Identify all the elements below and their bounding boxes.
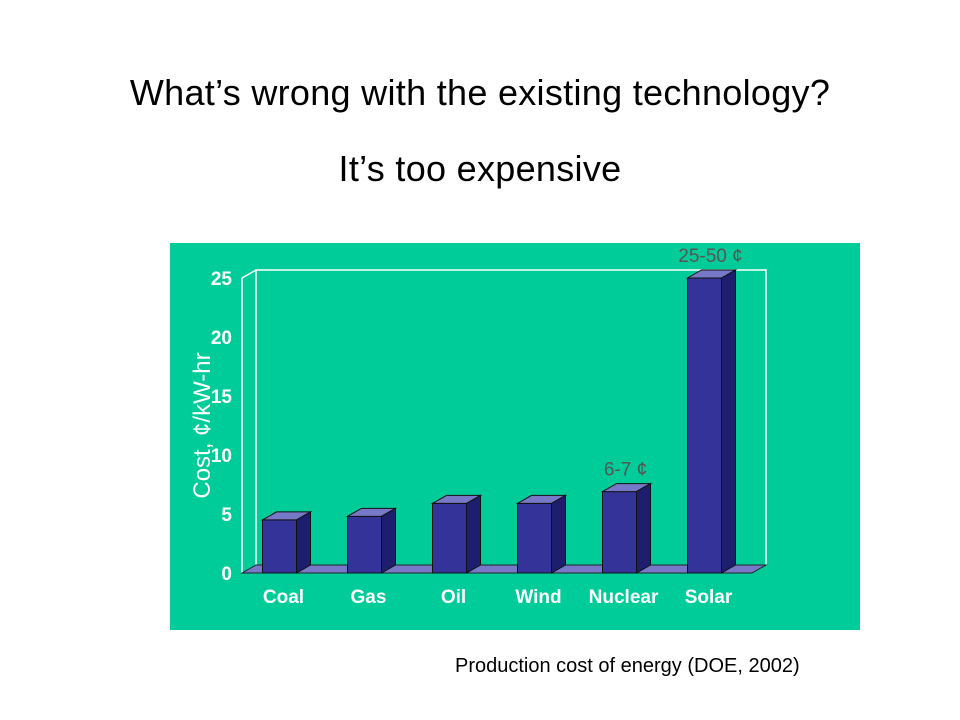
x-tick-label: Nuclear [589, 587, 659, 608]
cost-bar-chart: 0 5 10 15 20 25 Cost, ¢/kW-hr Coal Gas Oil Wind Nuc… [170, 243, 860, 630]
bar-oil [432, 502, 467, 574]
x-tick-label: Gas [351, 587, 387, 608]
chart-back-wall [255, 269, 767, 565]
slide-subtitle: It’s too expensive [338, 148, 622, 189]
bar-nuclear [602, 491, 637, 574]
slide-title: What’s wrong with the existing technolog… [129, 72, 831, 113]
bar-side-solar [721, 269, 736, 574]
y-tick-label: 15 [211, 387, 233, 408]
bar-side-nuclear [636, 482, 651, 574]
bar-coal [262, 519, 297, 574]
bar-gas [347, 515, 382, 574]
data-annotation: 25-50 ¢ [678, 246, 742, 267]
y-tick-label: 5 [221, 505, 232, 526]
x-tick-label: Solar [685, 587, 733, 608]
bar-wind [517, 502, 552, 574]
y-tick-label: 10 [211, 446, 232, 467]
bar-side-gas [381, 507, 396, 574]
data-annotation: 6-7 ¢ [604, 460, 647, 481]
bar-side-coal [296, 511, 311, 574]
bar-side-wind [551, 494, 566, 574]
y-axis-top-edge [241, 269, 257, 279]
y-tick-label: 25 [211, 269, 233, 290]
y-tick-label: 0 [221, 564, 232, 585]
chart-caption: Production cost of energy (DOE, 2002) [455, 655, 800, 677]
y-tick-label: 20 [211, 328, 232, 349]
y-axis-label: Cost, ¢/kW-hr [189, 352, 216, 498]
x-tick-label: Coal [263, 587, 304, 608]
x-tick-label: Wind [515, 587, 561, 608]
chart-svg: 0 5 10 15 20 25 Cost, ¢/kW-hr Coal Gas Oil Wind Nuc… [170, 243, 860, 630]
bar-solar [687, 277, 722, 574]
bar-side-oil [466, 494, 481, 574]
x-tick-label: Oil [441, 587, 466, 608]
